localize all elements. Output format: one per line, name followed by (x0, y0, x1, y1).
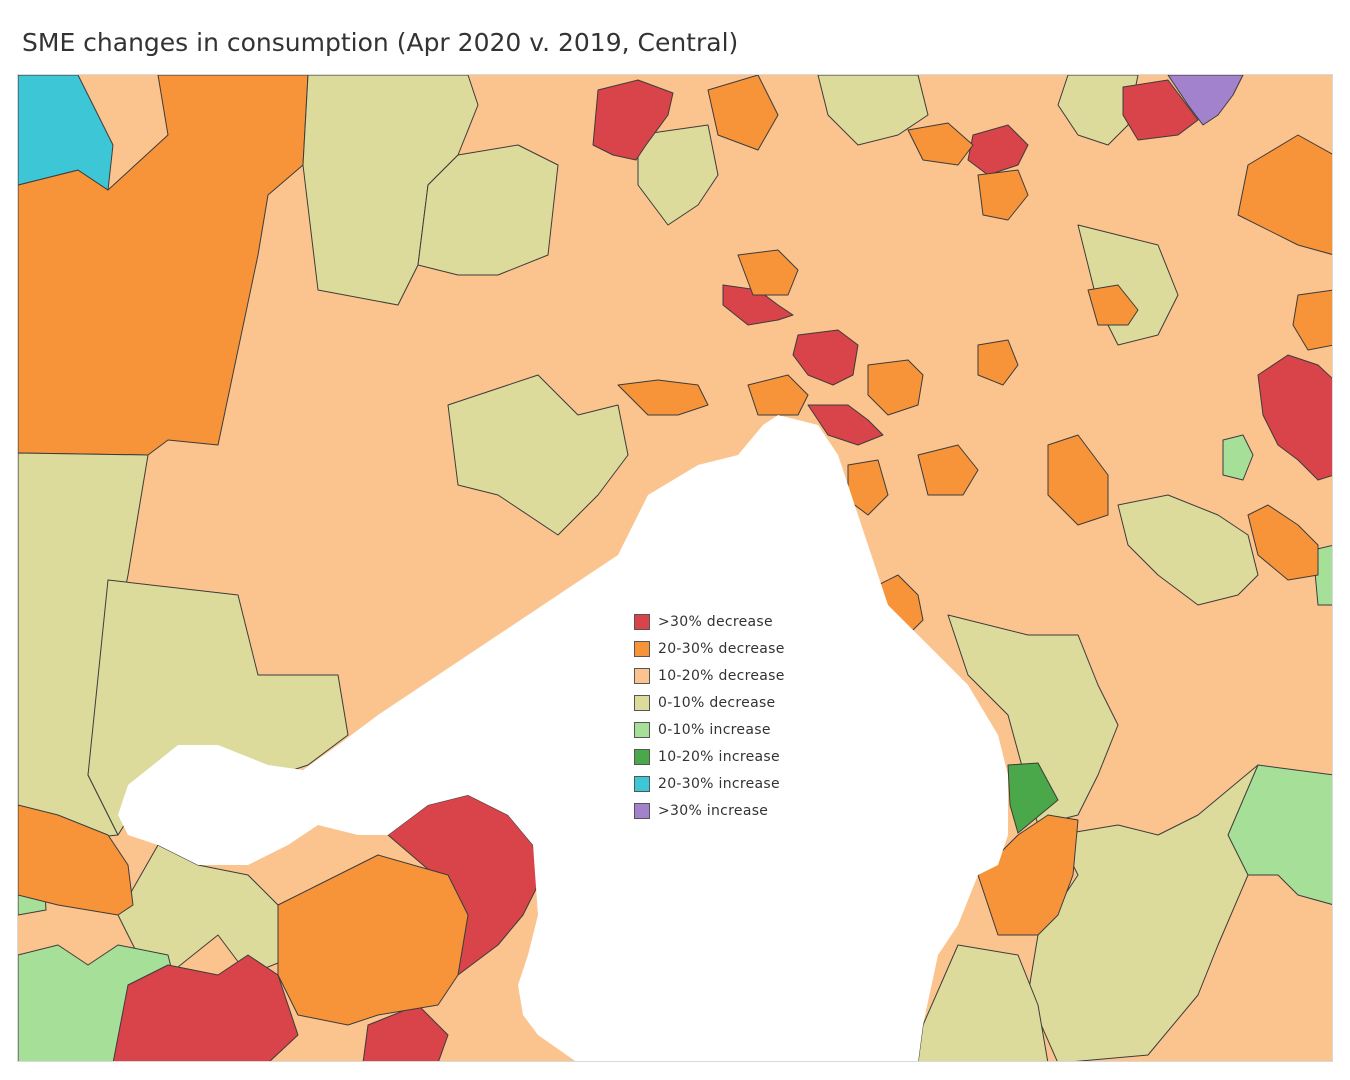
legend-swatch (634, 640, 650, 657)
legend-swatch (634, 748, 650, 765)
region-orange-inner-2[interactable] (867, 359, 924, 416)
region-central-green[interactable] (447, 374, 629, 536)
legend-swatch (634, 694, 650, 711)
legend-item-dec-30-plus[interactable]: >30% decrease (634, 608, 785, 635)
legend-label: 10-20% increase (658, 748, 780, 765)
region-red-northeast[interactable] (1122, 79, 1199, 141)
region-orange-bellarine[interactable] (277, 854, 469, 1026)
legend-item-dec-20-30[interactable]: 20-30% decrease (634, 635, 785, 662)
legend-item-inc-30-plus[interactable]: >30% increase (634, 797, 785, 824)
region-orange-north-3[interactable] (977, 169, 1029, 221)
legend-item-dec-0-10[interactable]: 0-10% decrease (634, 689, 785, 716)
choropleth-map[interactable] (17, 74, 1333, 1062)
region-orange-east-edge[interactable] (1292, 289, 1333, 351)
legend-label: 10-20% decrease (658, 667, 785, 684)
chart-title: SME changes in consumption (Apr 2020 v. … (22, 28, 739, 57)
legend-item-inc-0-10[interactable]: 0-10% increase (634, 716, 785, 743)
region-orange-northeast[interactable] (1237, 134, 1333, 255)
legend-swatch (634, 802, 650, 819)
region-dark-green[interactable] (1007, 762, 1059, 834)
legend-item-inc-20-30[interactable]: 20-30% increase (634, 770, 785, 797)
region-red-cbd[interactable] (792, 329, 859, 386)
legend-label: >30% decrease (658, 613, 773, 630)
legend-swatch (634, 775, 650, 792)
legend-label: >30% increase (658, 802, 769, 819)
legend-item-dec-10-20[interactable]: 10-20% decrease (634, 662, 785, 689)
region-east-lightgreen[interactable] (1227, 764, 1333, 905)
region-northwest-cyan[interactable] (18, 75, 114, 191)
region-purple[interactable] (1167, 75, 1244, 126)
legend-label: 0-10% decrease (658, 694, 776, 711)
region-orange-east-south[interactable] (1247, 504, 1319, 581)
legend-label: 20-30% increase (658, 775, 780, 792)
region-orange-inner-1[interactable] (747, 374, 809, 416)
legend-swatch (634, 667, 650, 684)
legend-item-inc-10-20[interactable]: 10-20% increase (634, 743, 785, 770)
region-orange-inner-4[interactable] (917, 444, 979, 496)
legend-swatch (634, 613, 650, 630)
region-red-north[interactable] (592, 79, 674, 161)
legend-label: 20-30% decrease (658, 640, 785, 657)
region-orange-center-1[interactable] (1087, 284, 1139, 326)
region-orange-geelong[interactable] (18, 804, 134, 916)
region-orange-inner-west[interactable] (617, 379, 709, 416)
legend-label: 0-10% increase (658, 721, 771, 738)
region-orange-center-2[interactable] (1047, 434, 1109, 526)
region-southeast-green[interactable] (1027, 764, 1289, 1062)
region-peninsula-green[interactable] (947, 614, 1119, 826)
region-north-center-green-2[interactable] (817, 75, 929, 146)
region-red-east-cluster[interactable] (1257, 354, 1333, 481)
region-north-central-green[interactable] (637, 124, 719, 226)
region-orange-inner-5[interactable] (737, 249, 799, 296)
legend-swatch (634, 721, 650, 738)
region-red-cbd-south[interactable] (807, 404, 884, 446)
region-orange-north-2[interactable] (907, 122, 974, 166)
port-phillip-bay (118, 415, 1008, 1061)
region-east-green-1[interactable] (1117, 494, 1259, 606)
region-lightgreen-small[interactable] (1222, 434, 1254, 481)
region-northeast-green[interactable] (1057, 75, 1139, 146)
region-west-large[interactable] (18, 75, 309, 456)
region-orange-inner-6[interactable] (977, 339, 1019, 386)
region-orange-peninsula[interactable] (977, 814, 1079, 936)
region-red-north-center[interactable] (967, 124, 1029, 176)
map-svg (18, 75, 1333, 1062)
region-orange-north[interactable] (707, 75, 779, 151)
legend: >30% decrease 20-30% decrease 10-20% dec… (634, 608, 785, 824)
region-north-green-2[interactable] (417, 144, 559, 276)
